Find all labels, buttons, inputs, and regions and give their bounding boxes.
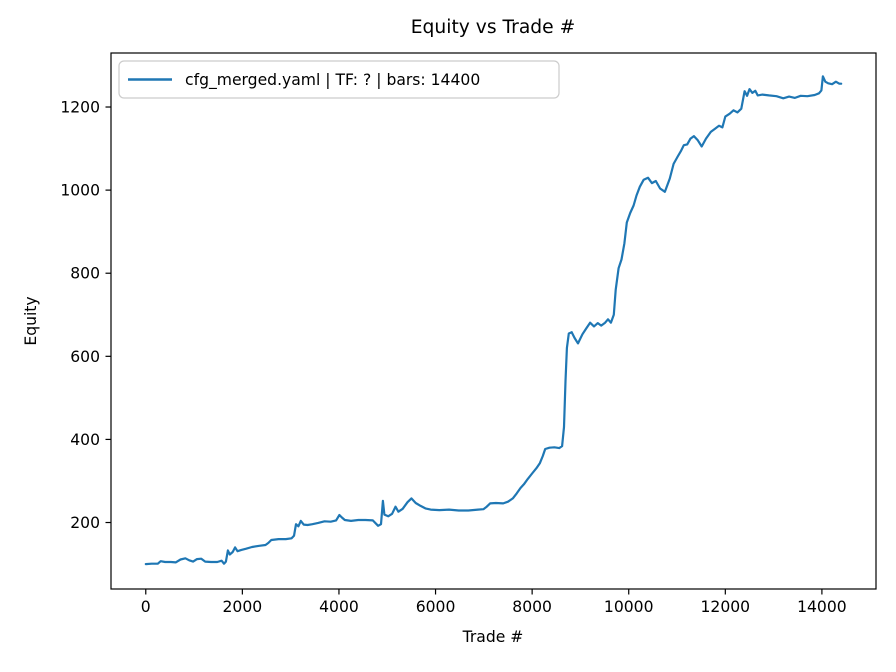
y-axis-ticks: 200 400 600 800 1000 1200 bbox=[60, 99, 111, 532]
y-tick-label: 1000 bbox=[60, 182, 100, 200]
x-tick-label: 0 bbox=[141, 598, 151, 616]
axes-spines bbox=[110, 52, 877, 590]
chart-title: Equity vs Trade # bbox=[411, 17, 576, 38]
y-axis-label: Equity bbox=[22, 296, 40, 345]
x-axis-ticks: 0 2000 4000 6000 8000 10000 12000 14000 bbox=[141, 589, 847, 616]
y-tick-label: 200 bbox=[70, 514, 100, 532]
y-tick-label: 600 bbox=[70, 348, 100, 366]
legend: cfg_merged.yaml | TF: ? | bars: 14400 bbox=[118, 60, 560, 99]
y-tick-label: 400 bbox=[70, 431, 100, 449]
plot-area bbox=[111, 53, 876, 589]
x-tick-label: 12000 bbox=[701, 598, 751, 616]
equity-line bbox=[144, 75, 843, 566]
legend-box bbox=[118, 60, 560, 99]
x-tick-label: 14000 bbox=[797, 598, 847, 616]
equity-line-series bbox=[144, 75, 843, 566]
x-tick-label: 2000 bbox=[223, 598, 263, 616]
legend-label: cfg_merged.yaml | TF: ? | bars: 14400 bbox=[185, 71, 480, 90]
x-tick-label: 8000 bbox=[512, 598, 552, 616]
x-axis-label: Trade # bbox=[462, 628, 524, 646]
x-tick-label: 6000 bbox=[416, 598, 456, 616]
y-tick-label: 800 bbox=[70, 265, 100, 283]
y-tick-label: 1200 bbox=[60, 99, 100, 117]
x-tick-label: 10000 bbox=[604, 598, 654, 616]
x-tick-label: 4000 bbox=[319, 598, 359, 616]
